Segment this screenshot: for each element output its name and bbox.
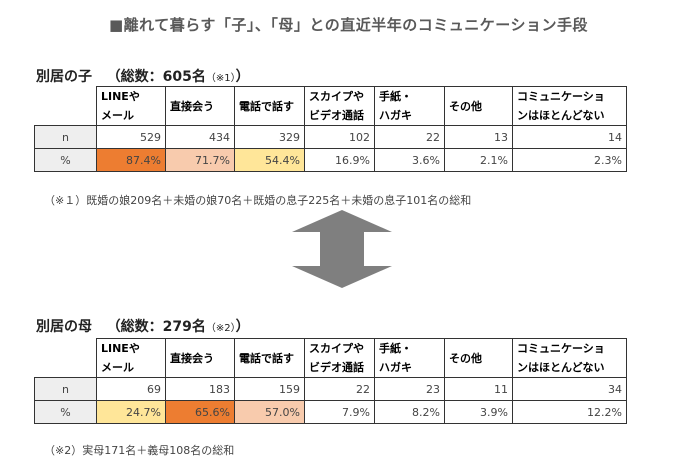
header-row: LINEや メール 直接会う 電話で話す スカイプや ビデオ通話 手紙・ ハガキ その他 コミュニ…	[34, 338, 627, 378]
column-header-line: スカイプや	[309, 342, 364, 355]
column-header-line: 直接会う	[170, 351, 214, 365]
column-header-line: ハガキ	[379, 361, 412, 374]
table-cell: 87.4%	[96, 148, 166, 172]
column-header-line: メール	[101, 109, 134, 122]
column-header-line: 手紙・	[379, 90, 412, 103]
column-header: LINEやメール	[96, 86, 166, 126]
double-arrow-up-down-icon	[262, 210, 422, 292]
table-cell: 69	[96, 377, 166, 401]
section2-heading: 別居の母 （総数：279名（※2））	[36, 316, 250, 336]
column-header-line: コミュニケーショ	[517, 342, 605, 355]
column-header-line: LINEや	[101, 342, 140, 355]
table-cell: 3.6%	[374, 148, 445, 172]
table-cell: 14	[512, 125, 627, 149]
table-cell: 65.6%	[165, 400, 235, 424]
table-cell: 34	[512, 377, 627, 401]
table-cell: 2.3%	[512, 148, 627, 172]
table-cell: 329	[234, 125, 305, 149]
column-header-line: 直接会う	[170, 99, 214, 113]
column-header: スカイプやビデオ通話	[304, 86, 375, 126]
section1-note-ref: （※1）	[205, 73, 236, 84]
corner-cell	[34, 338, 97, 378]
table-cell: 434	[165, 125, 235, 149]
section1-footnote: （※１）既婚の娘209名＋未婚の娘70名＋既婚の息子225名＋未婚の息子101名…	[44, 194, 472, 207]
table-cell: 12.2%	[512, 400, 627, 424]
column-header-line: ビデオ通話	[309, 361, 364, 374]
column-header-line: 手紙・	[379, 342, 412, 355]
column-header: その他	[444, 86, 513, 126]
table-cell: 159	[234, 377, 305, 401]
table-cell: 2.1%	[444, 148, 513, 172]
column-header: 直接会う	[165, 338, 235, 378]
column-header-line: スカイプや	[309, 90, 364, 103]
column-header-line: LINEや	[101, 90, 140, 103]
table-cell: 22	[304, 377, 375, 401]
table-cell: 22	[374, 125, 445, 149]
section1-close: ）	[235, 69, 250, 85]
column-header: スカイプやビデオ通話	[304, 338, 375, 378]
row-label: n	[34, 125, 97, 149]
table-cell: 71.7%	[165, 148, 235, 172]
section2-total: （総数：279名	[106, 319, 206, 335]
table-cell: 3.9%	[444, 400, 513, 424]
column-header-line: その他	[449, 99, 482, 113]
column-header: コミュニケーショ ンはほとんどない	[512, 86, 627, 126]
table-cell: 11	[444, 377, 513, 401]
row-label: %	[34, 148, 97, 172]
section1-table: LINEや メール 直接会う 電話で話す スカイプや ビデオ通話 手紙・ ハガキ その他 コミュニ…	[34, 86, 627, 172]
column-header-line: 電話で話す	[239, 99, 294, 113]
table-cell: 16.9%	[304, 148, 375, 172]
table-cell: 54.4%	[234, 148, 305, 172]
section2-close: ）	[235, 319, 250, 335]
column-header: 手紙・ ハガキ	[374, 338, 445, 378]
corner-cell	[34, 86, 97, 126]
table-row: n 529 434 329 102 22 13 14	[34, 125, 627, 149]
section2-footnote: （※2）実母171名＋義母108名の総和	[44, 444, 235, 457]
column-header: 電話で話す	[234, 338, 305, 378]
section1-label: 別居の子	[36, 69, 92, 85]
table-cell: 57.0%	[234, 400, 305, 424]
table-cell: 13	[444, 125, 513, 149]
column-header: コミュニケーショ ンはほとんどない	[512, 338, 627, 378]
table-row: % 24.7% 65.6% 57.0% 7.9% 8.2% 3.9% 12.2%	[34, 400, 627, 424]
table-cell: 183	[165, 377, 235, 401]
column-header-line: ビデオ通話	[309, 109, 364, 122]
column-header: 直接会う	[165, 86, 235, 126]
row-label: %	[34, 400, 97, 424]
page-title: ■離れて暮らす「子」、「母」との直近半年のコミュニケーション手段	[109, 16, 588, 34]
column-header-line: ンはほとんどない	[517, 361, 605, 374]
section2-table: LINEや メール 直接会う 電話で話す スカイプや ビデオ通話 手紙・ ハガキ その他 コミュニ…	[34, 338, 627, 424]
column-header-line: コミュニケーショ	[517, 90, 605, 103]
table-cell: 529	[96, 125, 166, 149]
table-cell: 7.9%	[304, 400, 375, 424]
column-header: 電話で話す	[234, 86, 305, 126]
column-header-line: その他	[449, 351, 482, 365]
column-header-line: ンはほとんどない	[517, 109, 605, 122]
table-cell: 8.2%	[374, 400, 445, 424]
row-label: n	[34, 377, 97, 401]
table-row: % 87.4% 71.7% 54.4% 16.9% 3.6% 2.1% 2.3%	[34, 148, 627, 172]
column-header: その他	[444, 338, 513, 378]
section2-label: 別居の母	[36, 319, 92, 335]
header-row: LINEや メール 直接会う 電話で話す スカイプや ビデオ通話 手紙・ ハガキ その他 コミュニ…	[34, 86, 627, 126]
table-row: n 69 183 159 22 23 11 34	[34, 377, 627, 401]
table-cell: 24.7%	[96, 400, 166, 424]
column-header: 手紙・ ハガキ	[374, 86, 445, 126]
column-header: LINEやメール	[96, 338, 166, 378]
column-header-line: ハガキ	[379, 109, 412, 122]
section1-heading: 別居の子 （総数：605名（※1））	[36, 66, 250, 86]
section1-total: （総数：605名	[106, 69, 206, 85]
table-cell: 23	[374, 377, 445, 401]
column-header-line: 電話で話す	[239, 351, 294, 365]
table-cell: 102	[304, 125, 375, 149]
column-header-line: メール	[101, 361, 134, 374]
section2-note-ref: （※2）	[205, 323, 236, 334]
